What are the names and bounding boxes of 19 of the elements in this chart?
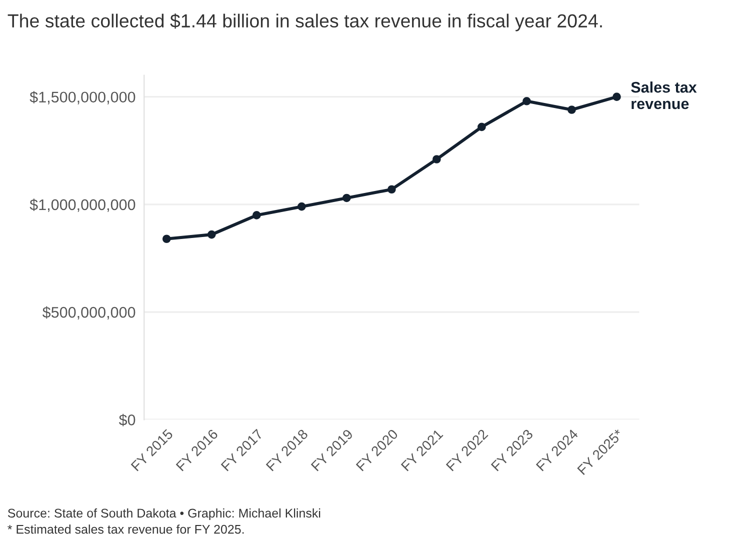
point [612, 92, 621, 102]
point [522, 96, 531, 106]
y-tick-label: $0 [118, 414, 136, 426]
point [568, 106, 576, 114]
point [162, 234, 171, 244]
text: * Estimated sales tax revenue for FY 2025. [8, 524, 244, 534]
chart-title: The state collected $1.44 billion in sales tax revenue in fiscal year 2024. [8, 13, 602, 32]
point [432, 155, 441, 164]
point [342, 194, 351, 202]
source-note: Source: State of South Dakota • Graphic: Michael Klinski [8, 508, 320, 520]
series-label: Sales tax revenue [631, 81, 697, 110]
point [388, 185, 396, 194]
y-tick-label: $500,000,000 [42, 306, 136, 320]
point [478, 122, 486, 132]
point [297, 202, 306, 211]
point [207, 230, 216, 239]
y-tick-label: $1,500,000,000 [30, 91, 136, 104]
y-tick-label: $1,000,000,000 [30, 198, 136, 212]
point [252, 211, 261, 220]
